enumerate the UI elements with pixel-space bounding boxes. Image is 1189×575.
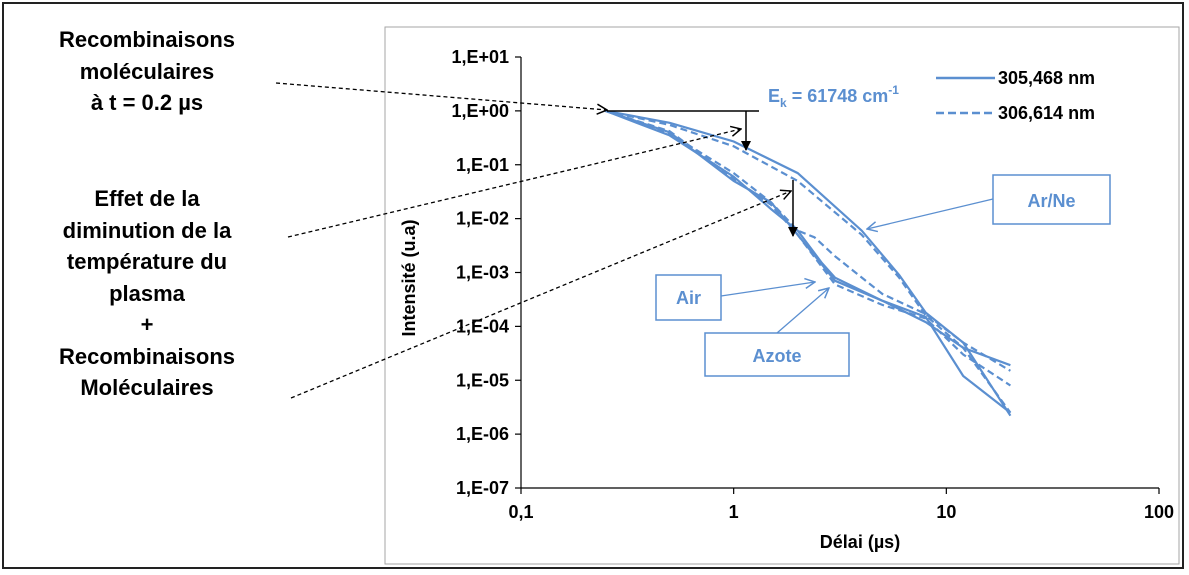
annotation-recombinaisons-moleculaires: Recombinaisons moléculaires à t = 0.2 µs	[22, 24, 272, 119]
series-line-air-dashed	[605, 109, 1011, 372]
annotation-line: à t = 0.2 µs	[90, 90, 204, 115]
annotation-line: diminution de la	[62, 217, 232, 243]
y-tick-label: 1,E-06	[456, 424, 509, 444]
y-tick-label: 1,E-04	[456, 316, 509, 336]
y-tick-label: 1,E-02	[456, 209, 509, 229]
label-text-ar-ne: Ar/Ne	[1027, 191, 1075, 211]
y-tick-label: 1,E+01	[451, 47, 509, 67]
y-tick-label: 1,E-05	[456, 370, 509, 390]
label-arrow-air	[720, 282, 815, 297]
y-tick-label: 1,E-01	[456, 155, 509, 175]
annotation-line: Recombinaisons	[58, 343, 236, 369]
label-text-air: Air	[676, 288, 701, 308]
label-air: Air	[655, 274, 722, 321]
energy-symbol: E	[768, 86, 780, 106]
series-line-azote-solid	[605, 109, 1011, 367]
y-tick-label: 1,E-07	[456, 478, 509, 498]
legend-label-306: 306,614 nm	[998, 103, 1095, 123]
annotation-line: Recombinaisons	[58, 27, 236, 52]
label-arrow-azote	[776, 288, 829, 334]
label-azote: Azote	[704, 332, 850, 377]
x-axis-title: Délai (µs)	[820, 532, 900, 552]
annotation-line: moléculaires	[79, 58, 215, 84]
leader-arrow-effet-1	[287, 129, 741, 238]
legend-label-305: 305,468 nm	[998, 68, 1095, 88]
leader-arrow-effet-2	[290, 191, 791, 399]
label-arrow-ar-ne	[867, 198, 994, 229]
label-box-air	[655, 274, 722, 321]
label-box-ar-ne	[992, 174, 1111, 225]
label-text-azote: Azote	[753, 346, 802, 366]
annotation-effet-temperature: Effet de la diminution de la température…	[22, 183, 272, 404]
leader-arrow-recombinaisons	[275, 82, 607, 110]
energy-value: = 61748 cm	[787, 86, 889, 106]
legend: 305,468 nm 306,614 nm	[936, 68, 1095, 123]
x-tick-label: 0,1	[508, 502, 533, 522]
series-line-arne-solid	[605, 109, 1012, 417]
energy-label: Ek = 61748 cm-1	[768, 83, 899, 110]
annotation-line: température du	[66, 249, 228, 274]
annotation-line: +	[140, 312, 154, 337]
x-tick-label: 1	[729, 502, 739, 522]
plot-area-border	[384, 26, 1180, 565]
annotation-line: Moléculaires	[80, 375, 214, 400]
y-tick-label: 1,E-03	[456, 263, 509, 283]
x-tick-label: 10	[936, 502, 956, 522]
label-ar-ne: Ar/Ne	[992, 174, 1111, 225]
y-axis-title: Intensité (u.a)	[399, 219, 419, 336]
x-tick-label: 100	[1144, 502, 1174, 522]
label-box-azote	[704, 332, 850, 377]
annotation-line: plasma	[109, 280, 185, 306]
energy-subscript: k	[780, 96, 787, 110]
series-line-arne-dashed	[605, 109, 1012, 414]
energy-superscript: -1	[888, 83, 899, 97]
annotation-line: Effet de la	[94, 186, 200, 211]
y-tick-label: 1,E+00	[451, 101, 509, 121]
